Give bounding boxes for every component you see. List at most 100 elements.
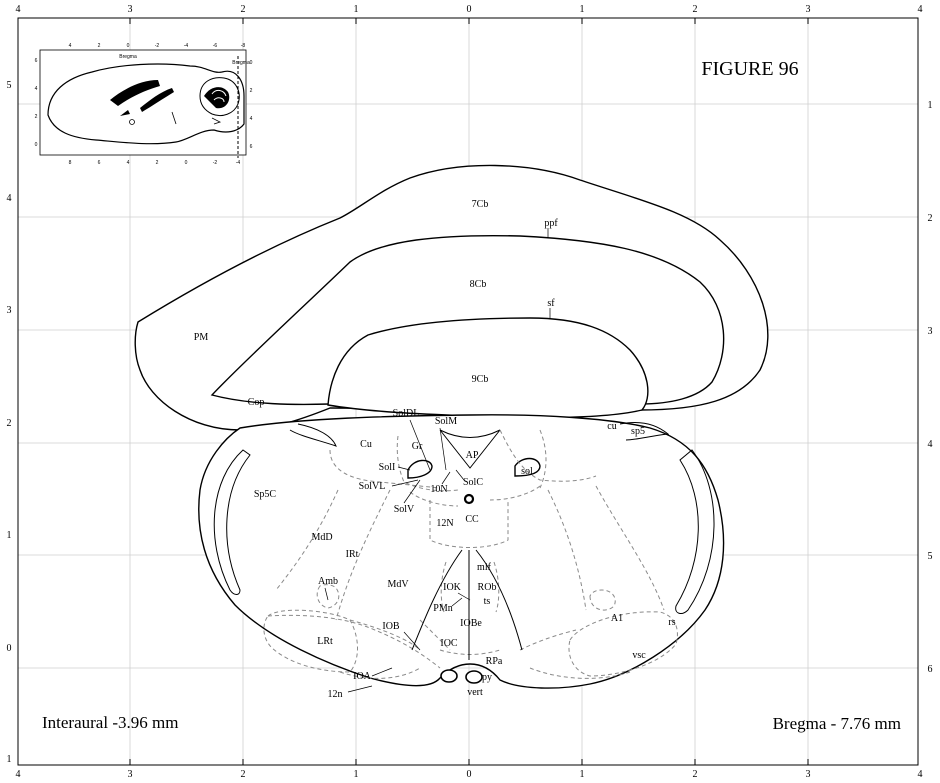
figure-title: FIGURE 96 <box>701 58 798 80</box>
label-solv: SolV <box>394 504 415 515</box>
label-a1: A1 <box>611 613 623 624</box>
label-10n: 10N <box>430 484 447 495</box>
cu-right-notch <box>619 421 670 441</box>
label-cc: CC <box>465 514 479 525</box>
right-axis-labels: 1 2 3 4 5 6 <box>928 100 933 675</box>
left-axis-label: 0 <box>7 643 12 654</box>
label-rob: ROb <box>478 582 497 593</box>
label-9cb: 9Cb <box>472 374 489 385</box>
label-solvl: SolVL <box>359 481 386 492</box>
soli-nucleus <box>407 459 433 479</box>
inset-top-tick: -8 <box>241 43 246 49</box>
bottom-axis-label: 4 <box>16 769 21 780</box>
label-sol: sol <box>521 466 533 477</box>
inset-bottom-tick: 6 <box>98 160 101 166</box>
inset-left-tick: 0 <box>35 142 38 148</box>
left-axis-label: 4 <box>7 193 12 204</box>
label-amb: Amb <box>318 576 338 587</box>
label-irt: IRt <box>346 549 359 560</box>
bottom-axis-label: 1 <box>580 769 585 780</box>
label-cop: Cop <box>248 397 265 408</box>
inset-bregma-right-label: Bregma <box>232 60 250 66</box>
bottom-axis-label: 4 <box>918 769 923 780</box>
plate-frame <box>17 17 919 766</box>
left-axis-label: 1 <box>7 754 12 765</box>
top-axis-label: 2 <box>693 4 698 15</box>
bottom-axis-label: 3 <box>806 769 811 780</box>
right-axis-label: 5 <box>928 551 933 562</box>
top-axis-label: 3 <box>806 4 811 15</box>
interaural-label: Interaural -3.96 mm <box>42 713 178 732</box>
top-axis-labels: 4 3 2 1 0 1 2 3 4 <box>16 4 923 15</box>
left-axis-label: 5 <box>7 80 12 91</box>
label-iob: IOB <box>382 621 400 632</box>
label-iobe: IOBe <box>460 618 482 629</box>
label-sf: sf <box>547 298 555 309</box>
label-ioc: IOC <box>440 638 458 649</box>
inset-top-tick: 2 <box>98 43 101 49</box>
label-py: py <box>482 672 492 683</box>
nucleus-boundaries <box>263 429 678 679</box>
top-axis-label: 4 <box>16 4 21 15</box>
left-axis-label: 1 <box>7 530 12 541</box>
inset-bottom-tick: -4 <box>236 160 241 166</box>
label-solm: SolM <box>435 416 457 427</box>
inset-top-tick: 0 <box>127 43 130 49</box>
inset-right-tick: 4 <box>250 116 253 122</box>
top-axis-label: 1 <box>580 4 585 15</box>
pyramid-right <box>465 670 483 684</box>
pyramid-left <box>440 669 458 683</box>
sol-right-nucleus <box>514 457 541 477</box>
area-postrema <box>439 429 501 469</box>
label-8cb: 8Cb <box>470 279 487 290</box>
inset-top-tick: -6 <box>213 43 218 49</box>
cu-left-notch <box>289 423 337 447</box>
inset-top-tick: 4 <box>69 43 72 49</box>
inset-left-tick: 2 <box>35 114 38 120</box>
label-sp5c: Sp5C <box>254 489 277 500</box>
inset-left-tick: 4 <box>35 86 38 92</box>
inset-right-tick: 0 <box>250 60 253 66</box>
label-12n-nerve: 12n <box>328 689 343 700</box>
central-canal <box>463 493 475 505</box>
label-12n: 12N <box>436 518 453 529</box>
top-axis-label: 4 <box>918 4 923 15</box>
label-rs: rs <box>668 617 675 628</box>
bottom-axis-label: 2 <box>241 769 246 780</box>
label-soldl: SolDL <box>393 408 420 419</box>
label-cu-right: cu <box>607 421 616 432</box>
lobule-9cb <box>327 317 649 419</box>
inset-left-tick: 6 <box>35 58 38 64</box>
right-axis-label: 4 <box>928 439 933 450</box>
label-mdd: MdD <box>311 532 332 543</box>
right-axis-label: 3 <box>928 326 933 337</box>
label-soli: SolI <box>379 462 396 473</box>
label-pmn: PMn <box>433 603 452 614</box>
sagittal-inset: 4 2 0 -2 -4 -6 -8 8 6 4 2 0 -2 -4 6 4 2 … <box>35 43 253 166</box>
left-axis-labels: 5 4 3 2 1 0 1 <box>7 80 12 765</box>
bregma-label: Bregma - 7.76 mm <box>773 714 901 733</box>
sp5-left-arc <box>213 449 251 595</box>
inset-bottom-tick: 0 <box>185 160 188 166</box>
label-sp5: sp5 <box>631 426 645 437</box>
top-axis-label: 3 <box>128 4 133 15</box>
inset-right-tick: 2 <box>250 88 253 94</box>
right-axis-label: 6 <box>928 664 933 675</box>
inset-bregma-label: Bregma <box>119 54 137 60</box>
label-ppf: ppf <box>544 218 558 229</box>
label-mdv: MdV <box>387 579 409 590</box>
bottom-axis-label: 3 <box>128 769 133 780</box>
inset-top-tick: -2 <box>155 43 160 49</box>
label-lrt: LRt <box>317 636 333 647</box>
inset-right-tick: 6 <box>250 144 253 150</box>
label-vsc: vsc <box>632 650 646 661</box>
label-rpa: RPa <box>486 656 503 667</box>
label-ap: AP <box>466 450 479 461</box>
label-pm: PM <box>194 332 209 343</box>
top-axis-label: 1 <box>354 4 359 15</box>
label-solc: SolC <box>463 477 483 488</box>
bottom-axis-label: 0 <box>467 769 472 780</box>
label-leaders <box>324 419 471 693</box>
label-vert: vert <box>467 687 483 698</box>
inset-bottom-tick: 4 <box>127 160 130 166</box>
